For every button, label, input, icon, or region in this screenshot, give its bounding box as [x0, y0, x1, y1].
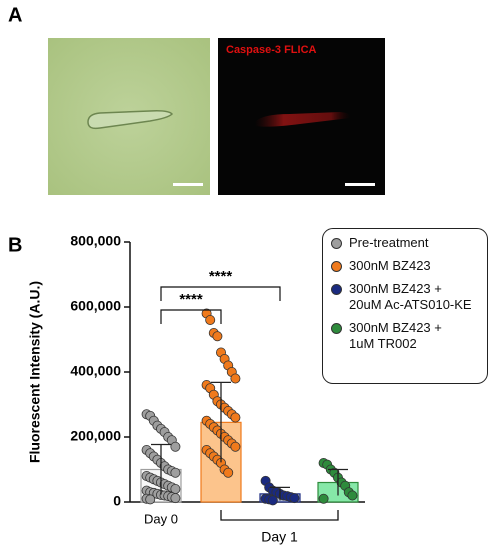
data-point [170, 467, 181, 478]
scale-bar [173, 183, 203, 186]
y-tick-label: 400,000 [70, 363, 121, 379]
data-point [347, 490, 358, 501]
data-point [170, 441, 181, 452]
significance-label: **** [209, 268, 233, 285]
group-bracket [220, 510, 339, 521]
legend: Pre-treatment 300nM BZ423 300nM BZ423 + 20… [322, 228, 488, 384]
data-point [145, 494, 156, 505]
legend-marker [331, 261, 342, 272]
y-tick-label: 600,000 [70, 298, 121, 314]
red-signal [255, 112, 351, 127]
x-tick-label: Day 0 [144, 511, 178, 526]
data-point [230, 412, 241, 423]
legend-marker [331, 238, 342, 249]
legend-label: 300nM BZ423 + 20uM Ac-ATS010-KE [349, 281, 472, 312]
y-tick-label: 0 [113, 493, 121, 509]
legend-entry: 300nM BZ423 + 1uM TR002 [331, 320, 481, 352]
y-tick-label: 800,000 [70, 233, 121, 249]
legend-entry: Pre-treatment [331, 235, 481, 251]
scale-bar [345, 183, 375, 186]
data-point [170, 493, 181, 504]
data-point [289, 493, 300, 504]
significance-label: **** [179, 291, 203, 308]
legend-marker [331, 284, 342, 295]
significance-bracket [160, 286, 281, 301]
panel-label: A [8, 4, 22, 26]
stain-label: Caspase-3 FLICA [226, 44, 317, 56]
legend-entry: 300nM BZ423 + 20uM Ac-ATS010-KE [331, 281, 481, 313]
group-label: Day 1 [261, 529, 298, 545]
panel-label: B [8, 234, 22, 256]
legend-entry: 300nM BZ423 [331, 258, 481, 274]
significance-bracket [160, 309, 222, 324]
data-point [267, 495, 278, 506]
y-tick-label: 200,000 [70, 428, 121, 444]
legend-label: 300nM BZ423 + 1uM TR002 [349, 320, 442, 351]
legend-label: 300nM BZ423 [349, 258, 431, 273]
legend-label: Pre-treatment [349, 235, 429, 250]
data-point [318, 493, 329, 504]
legend-marker [331, 323, 342, 334]
data-point [212, 331, 223, 342]
worm [87, 110, 174, 130]
data-point [223, 467, 234, 478]
data-point [230, 373, 241, 384]
data-point [230, 441, 241, 452]
y-axis-label: Fluorescent Intensity (A.U.) [27, 281, 43, 463]
data-point [205, 314, 216, 325]
